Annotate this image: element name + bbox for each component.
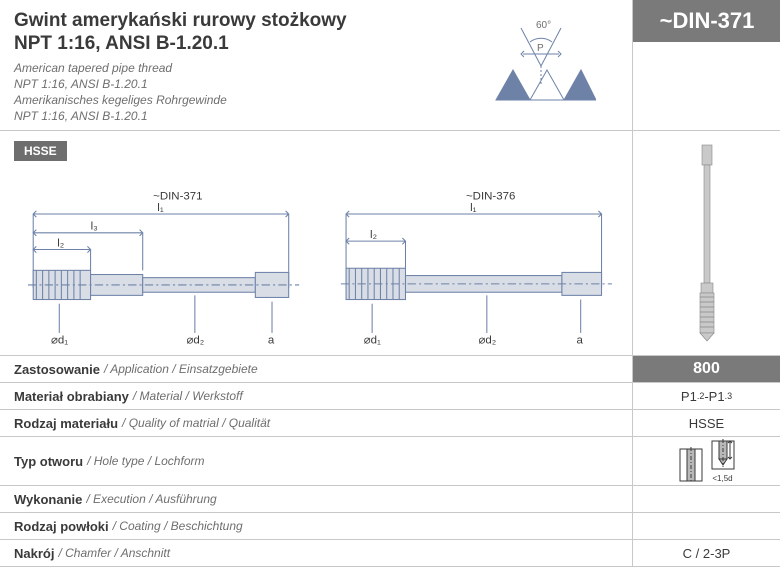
spec-label-pl: Typ otworu — [14, 454, 83, 469]
sub-de-2: NPT 1:16, ANSI B-1.20.1 — [14, 108, 618, 124]
spec-label: Rodzaj powłoki / Coating / Beschichtung — [0, 513, 632, 539]
spec-label: Rodzaj materiału / Quality of matrial / … — [0, 410, 632, 436]
spec-label-alt: / Coating / Beschichtung — [113, 519, 243, 533]
spec-row: Materiał obrabiany / Material / Werkstof… — [0, 383, 780, 410]
blind-hole-block: <1,5d — [710, 439, 736, 483]
svg-text:⌀d₂: ⌀d₂ — [187, 335, 205, 346]
spec-row: Typ otworu / Hole type / Lochform <1,5d — [0, 437, 780, 486]
spec-label-alt: / Chamfer / Anschnitt — [58, 546, 170, 560]
spec-value — [632, 513, 780, 539]
spec-value: <1,5d — [632, 437, 780, 485]
diagram-area: HSSE ~DIN-371 l₁ l₃ — [0, 131, 632, 355]
svg-text:l₂: l₂ — [370, 229, 377, 241]
spec-label-pl: Rodzaj materiału — [14, 416, 118, 431]
spec-value: C / 2-3P — [632, 540, 780, 566]
thread-angle-diagram: 60° P — [486, 18, 596, 108]
spec-label-alt: / Execution / Ausführung — [86, 492, 216, 506]
spec-label-pl: Rodzaj powłoki — [14, 519, 109, 534]
spec-label-alt: / Quality of matrial / Qualität — [122, 416, 270, 430]
spec-label: Wykonanie / Execution / Ausführung — [0, 486, 632, 512]
svg-text:⌀d₁: ⌀d₁ — [364, 335, 381, 346]
tap-tool-icon — [692, 143, 722, 343]
spec-label-pl: Materiał obrabiany — [14, 389, 129, 404]
spec-rows: Zastosowanie / Application / Einsatzgebi… — [0, 356, 780, 567]
din-column: ~DIN-371 — [632, 0, 780, 130]
diagram-row: HSSE ~DIN-371 l₁ l₃ — [0, 131, 780, 356]
svg-text:l₁: l₁ — [157, 202, 164, 214]
through-hole-icon — [678, 447, 704, 483]
blind-hole-icon — [710, 439, 736, 471]
spec-value: HSSE — [632, 410, 780, 436]
spec-label-pl: Nakrój — [14, 546, 54, 561]
spec-label: Typ otworu / Hole type / Lochform — [0, 437, 632, 485]
left-din-label: ~DIN-371 — [153, 191, 202, 203]
hsse-badge: HSSE — [14, 141, 67, 161]
spec-label: Nakrój / Chamfer / Anschnitt — [0, 540, 632, 566]
hole-depth-label: <1,5d — [710, 474, 736, 483]
spec-label-pl: Wykonanie — [14, 492, 82, 507]
spec-label-alt: / Material / Werkstoff — [133, 389, 243, 403]
spec-sheet: Gwint amerykański rurowy stożkowy NPT 1:… — [0, 0, 780, 554]
p-label: P — [537, 43, 544, 54]
spec-label-alt: / Hole type / Lochform — [87, 454, 204, 468]
svg-text:a: a — [268, 335, 275, 346]
svg-text:l₂: l₂ — [57, 238, 64, 250]
spec-label: Materiał obrabiany / Material / Werkstof… — [0, 383, 632, 409]
din-spacer — [633, 42, 780, 130]
svg-text:a: a — [577, 335, 584, 346]
header-row: Gwint amerykański rurowy stożkowy NPT 1:… — [0, 0, 780, 131]
spec-label: Zastosowanie / Application / Einsatzgebi… — [0, 356, 632, 382]
spec-row: Wykonanie / Execution / Ausführung — [0, 486, 780, 513]
spec-row: Rodzaj materiału / Quality of matrial / … — [0, 410, 780, 437]
svg-text:l₁: l₁ — [470, 202, 477, 214]
spec-row: Rodzaj powłoki / Coating / Beschichtung — [0, 513, 780, 540]
tool-image-col — [632, 131, 780, 355]
svg-text:⌀d₂: ⌀d₂ — [478, 335, 496, 346]
spec-value: P1.2-P1.3 — [632, 383, 780, 409]
spec-value — [632, 486, 780, 512]
spec-row: Zastosowanie / Application / Einsatzgebi… — [0, 356, 780, 383]
angle-text: 60° — [536, 20, 551, 31]
spec-label-pl: Zastosowanie — [14, 362, 100, 377]
svg-text:⌀d₁: ⌀d₁ — [51, 335, 68, 346]
title-block: Gwint amerykański rurowy stożkowy NPT 1:… — [0, 0, 632, 130]
right-din-label: ~DIN-376 — [466, 191, 515, 203]
hole-type-icons: <1,5d — [678, 439, 736, 483]
technical-drawings: ~DIN-371 l₁ l₃ l₂ — [28, 189, 612, 345]
spec-value: 800 — [632, 356, 780, 382]
spec-label-alt: / Application / Einsatzgebiete — [104, 362, 258, 376]
svg-text:l₃: l₃ — [91, 221, 99, 233]
din-badge: ~DIN-371 — [633, 0, 780, 42]
